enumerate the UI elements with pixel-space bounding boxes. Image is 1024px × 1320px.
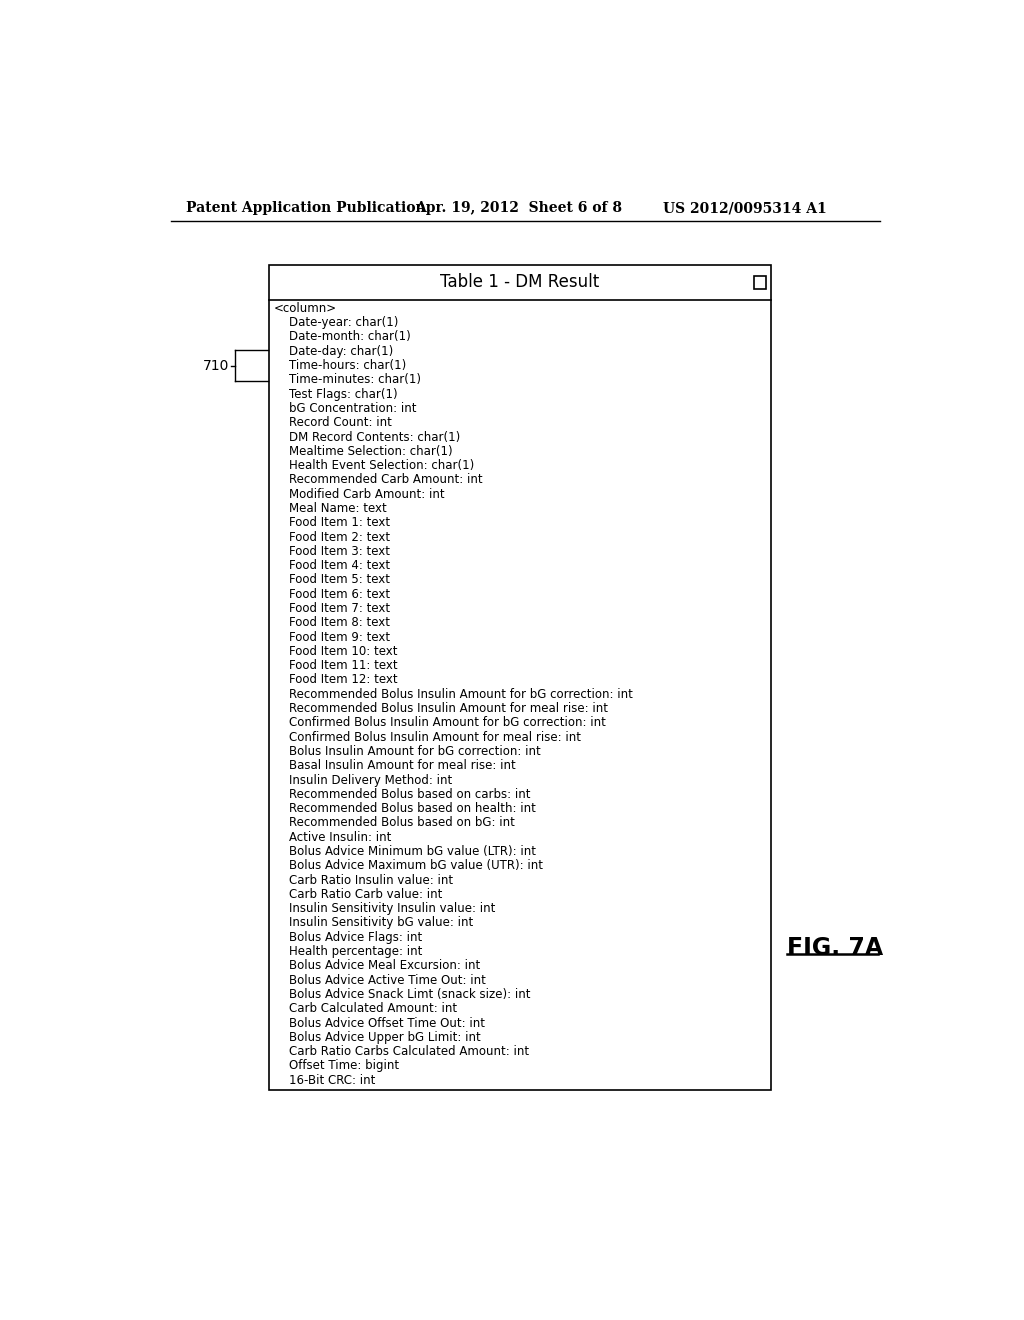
Text: bG Concentration: int: bG Concentration: int [273, 401, 417, 414]
Text: 710: 710 [203, 359, 229, 372]
Text: Insulin Delivery Method: int: Insulin Delivery Method: int [273, 774, 453, 787]
Text: Food Item 10: text: Food Item 10: text [273, 645, 397, 657]
Text: Recommended Bolus based on bG: int: Recommended Bolus based on bG: int [273, 817, 515, 829]
Text: Bolus Advice Flags: int: Bolus Advice Flags: int [273, 931, 422, 944]
Text: Recommended Bolus Insulin Amount for meal rise: int: Recommended Bolus Insulin Amount for mea… [273, 702, 608, 715]
Text: Confirmed Bolus Insulin Amount for bG correction: int: Confirmed Bolus Insulin Amount for bG co… [273, 717, 606, 730]
Text: Food Item 12: text: Food Item 12: text [273, 673, 397, 686]
Text: Bolus Advice Upper bG Limit: int: Bolus Advice Upper bG Limit: int [273, 1031, 480, 1044]
Text: Bolus Advice Offset Time Out: int: Bolus Advice Offset Time Out: int [273, 1016, 485, 1030]
Text: Meal Name: text: Meal Name: text [273, 502, 387, 515]
Text: Recommended Bolus Insulin Amount for bG correction: int: Recommended Bolus Insulin Amount for bG … [273, 688, 633, 701]
Text: Bolus Advice Minimum bG value (LTR): int: Bolus Advice Minimum bG value (LTR): int [273, 845, 536, 858]
Text: Active Insulin: int: Active Insulin: int [273, 830, 391, 843]
Text: Food Item 3: text: Food Item 3: text [273, 545, 390, 558]
Bar [754, 276, 766, 289]
Text: Modified Carb Amount: int: Modified Carb Amount: int [273, 487, 444, 500]
Text: US 2012/0095314 A1: US 2012/0095314 A1 [663, 201, 826, 215]
Text: Insulin Sensitivity bG value: int: Insulin Sensitivity bG value: int [273, 916, 473, 929]
Text: Date-day: char(1): Date-day: char(1) [273, 345, 393, 358]
Text: Food Item 5: text: Food Item 5: text [273, 573, 390, 586]
Text: Food Item 1: text: Food Item 1: text [273, 516, 390, 529]
Text: Bolus Advice Active Time Out: int: Bolus Advice Active Time Out: int [273, 974, 485, 986]
Text: Time-minutes: char(1): Time-minutes: char(1) [273, 374, 421, 387]
Text: Insulin Sensitivity Insulin value: int: Insulin Sensitivity Insulin value: int [273, 902, 496, 915]
Text: Mealtime Selection: char(1): Mealtime Selection: char(1) [273, 445, 453, 458]
Text: Bolus Insulin Amount for bG correction: int: Bolus Insulin Amount for bG correction: … [273, 744, 541, 758]
Text: Confirmed Bolus Insulin Amount for meal rise: int: Confirmed Bolus Insulin Amount for meal … [273, 731, 581, 743]
Text: Date-month: char(1): Date-month: char(1) [273, 330, 411, 343]
Bar [269, 265, 771, 1090]
Text: Food Item 9: text: Food Item 9: text [273, 631, 390, 644]
Text: Bolus Advice Meal Excursion: int: Bolus Advice Meal Excursion: int [273, 960, 480, 973]
Text: Recommended Bolus based on carbs: int: Recommended Bolus based on carbs: int [273, 788, 530, 801]
Text: Basal Insulin Amount for meal rise: int: Basal Insulin Amount for meal rise: int [273, 759, 516, 772]
Text: Bolus Advice Snack Limt (snack size): int: Bolus Advice Snack Limt (snack size): in… [273, 987, 530, 1001]
Text: Food Item 7: text: Food Item 7: text [273, 602, 390, 615]
Text: Recommended Bolus based on health: int: Recommended Bolus based on health: int [273, 803, 536, 816]
Text: 16-Bit CRC: int: 16-Bit CRC: int [273, 1073, 375, 1086]
Text: Date-year: char(1): Date-year: char(1) [273, 317, 398, 329]
Text: Patent Application Publication: Patent Application Publication [186, 201, 426, 215]
Text: Health percentage: int: Health percentage: int [273, 945, 422, 958]
Text: Test Flags: char(1): Test Flags: char(1) [273, 388, 397, 401]
Text: Food Item 2: text: Food Item 2: text [273, 531, 390, 544]
Text: Carb Ratio Insulin value: int: Carb Ratio Insulin value: int [273, 874, 453, 887]
Text: Record Count: int: Record Count: int [273, 416, 392, 429]
Text: Time-hours: char(1): Time-hours: char(1) [273, 359, 407, 372]
Text: Food Item 11: text: Food Item 11: text [273, 659, 397, 672]
Text: Food Item 8: text: Food Item 8: text [273, 616, 390, 630]
Text: Table 1 - DM Result: Table 1 - DM Result [440, 273, 600, 292]
Text: Carb Ratio Carb value: int: Carb Ratio Carb value: int [273, 888, 442, 900]
Text: <column>: <column> [273, 302, 337, 315]
Text: Food Item 4: text: Food Item 4: text [273, 560, 390, 572]
Text: Food Item 6: text: Food Item 6: text [273, 587, 390, 601]
Text: Recommended Carb Amount: int: Recommended Carb Amount: int [273, 474, 482, 486]
Text: FIG. 7A: FIG. 7A [786, 936, 883, 960]
Text: DM Record Contents: char(1): DM Record Contents: char(1) [273, 430, 460, 444]
Text: Carb Ratio Carbs Calculated Amount: int: Carb Ratio Carbs Calculated Amount: int [273, 1045, 529, 1059]
Text: Offset Time: bigint: Offset Time: bigint [273, 1060, 399, 1072]
Text: Bolus Advice Maximum bG value (UTR): int: Bolus Advice Maximum bG value (UTR): int [273, 859, 543, 873]
Text: Apr. 19, 2012  Sheet 6 of 8: Apr. 19, 2012 Sheet 6 of 8 [415, 201, 622, 215]
Text: Health Event Selection: char(1): Health Event Selection: char(1) [273, 459, 474, 473]
Text: Carb Calculated Amount: int: Carb Calculated Amount: int [273, 1002, 457, 1015]
